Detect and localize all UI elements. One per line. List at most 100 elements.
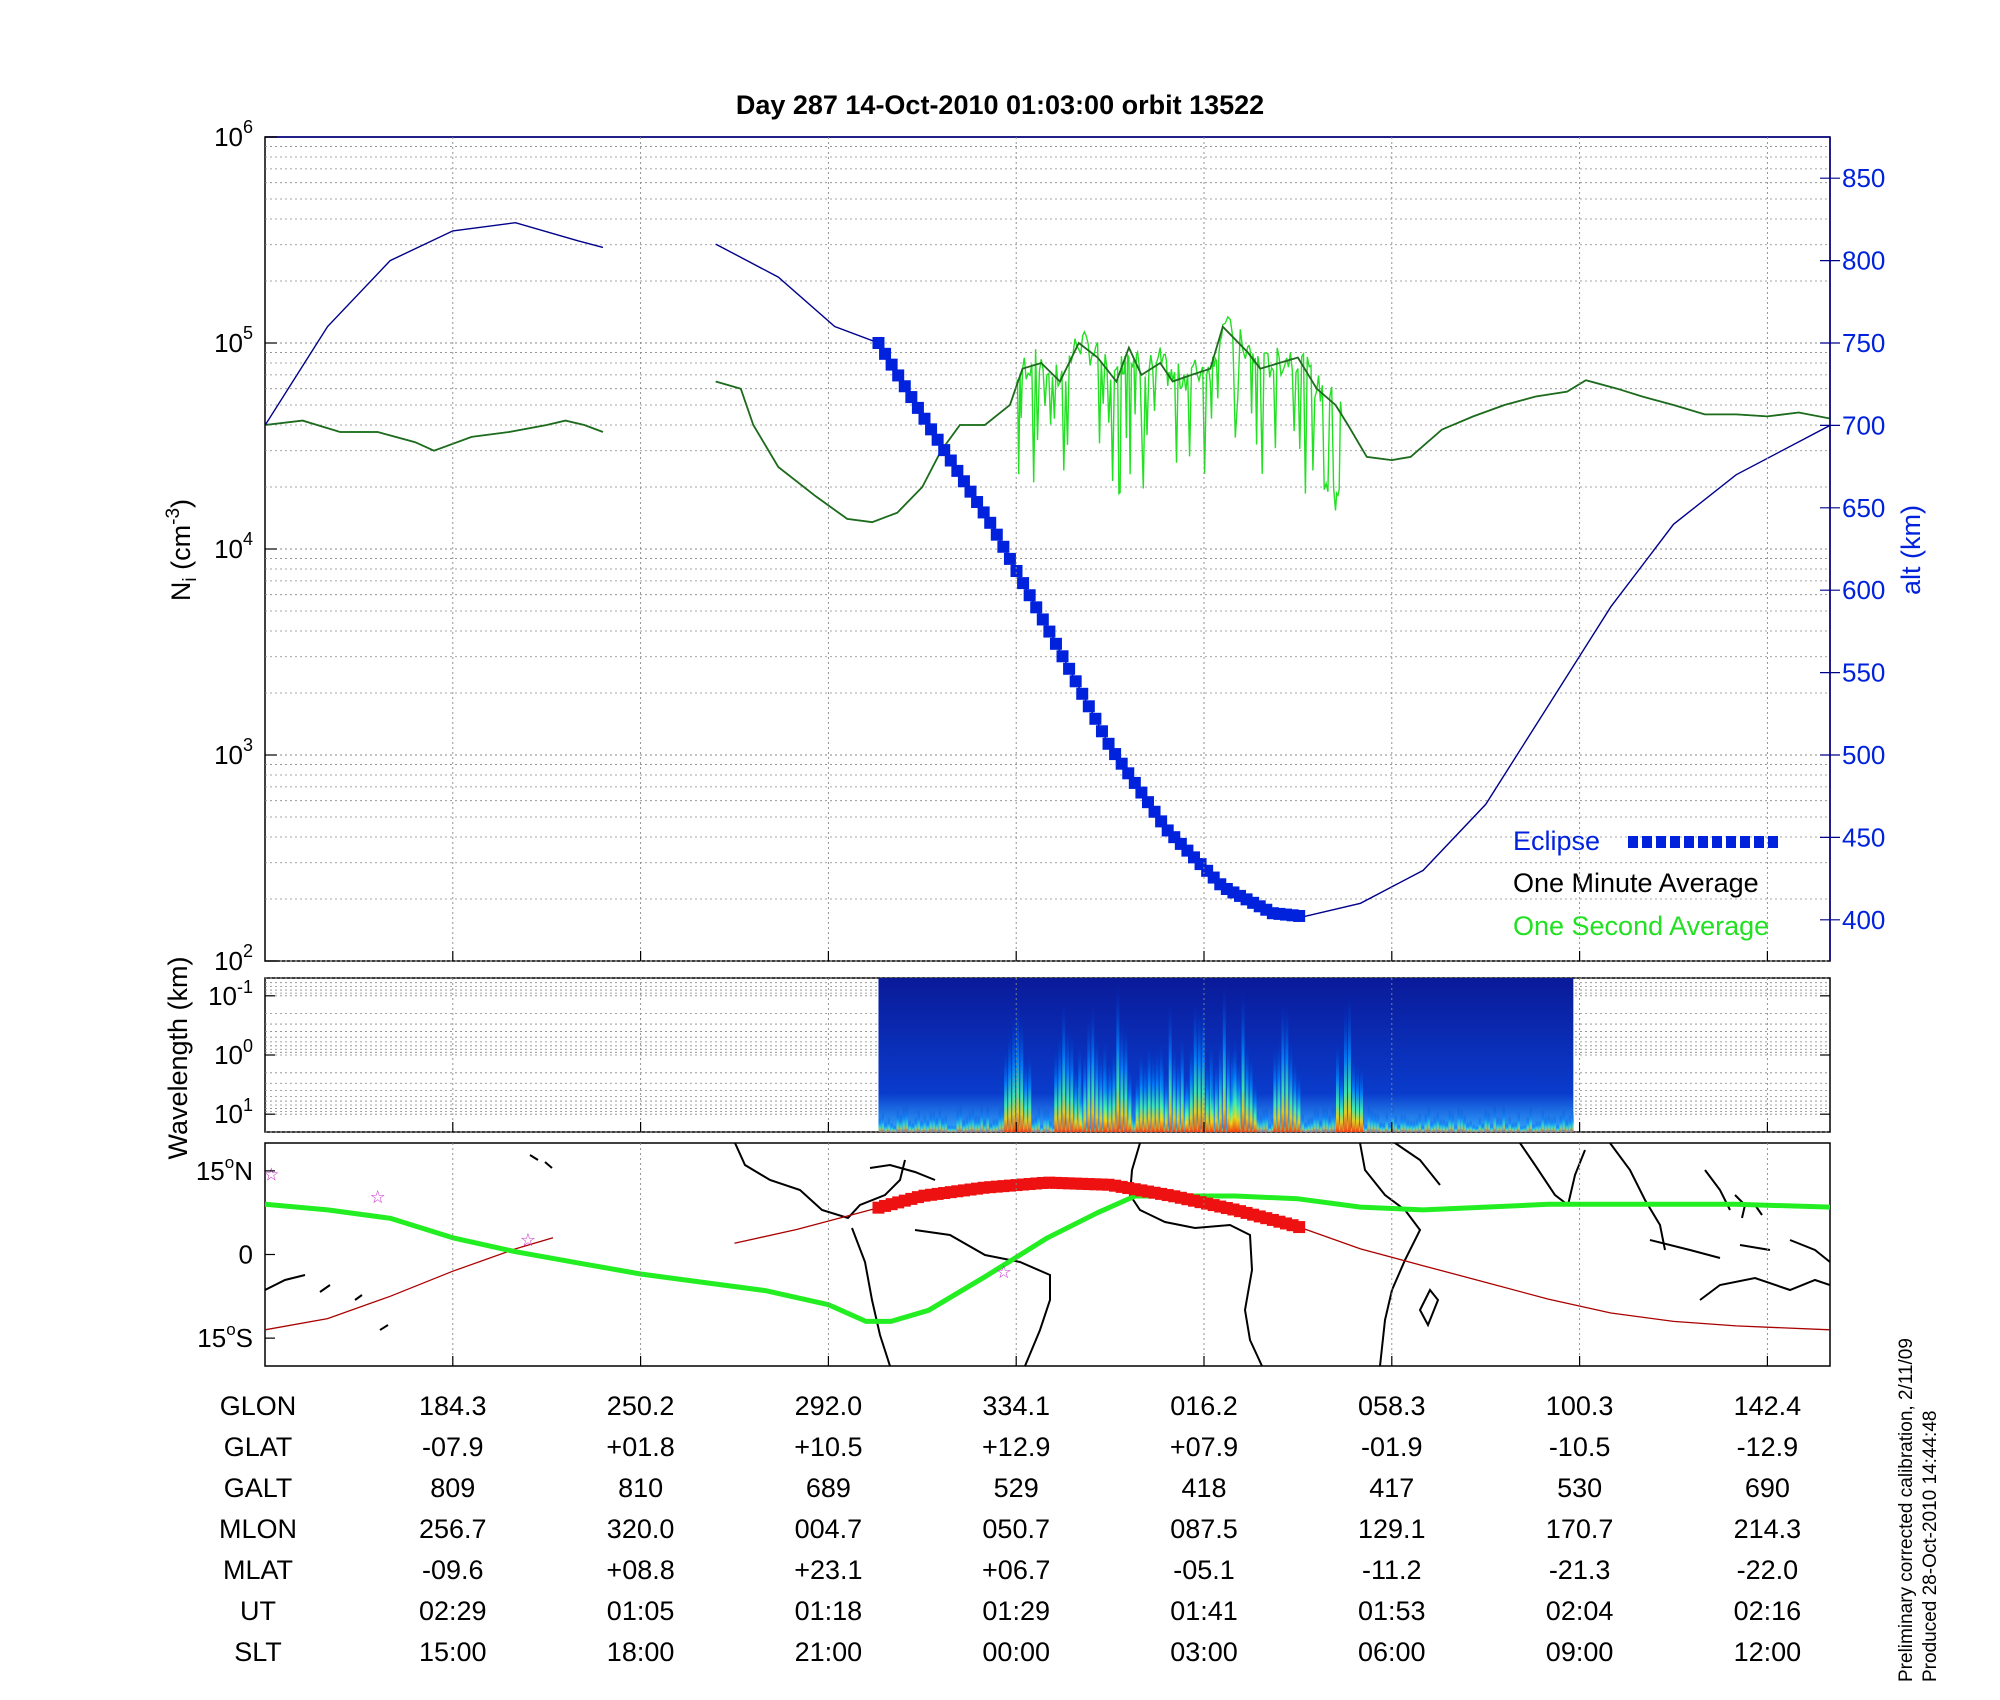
- spectrogram-burst: [1112, 1044, 1116, 1132]
- table-cell: 058.3: [1358, 1391, 1426, 1421]
- eclipse-marker: [1122, 767, 1135, 780]
- spectrogram-column: [1310, 1116, 1313, 1132]
- x-gridlines: [452, 137, 1769, 1366]
- spectrogram-burst: [1249, 1050, 1253, 1132]
- map-tracks: ☆ ☆ ☆ ☆: [265, 1165, 1830, 1331]
- eclipse-marker: [984, 516, 997, 529]
- spectrogram-column: [1118, 1124, 1121, 1132]
- spectrogram-column: [1076, 1106, 1079, 1132]
- spectrogram-column: [956, 1108, 959, 1132]
- top-panel-grid: [265, 146, 1830, 962]
- spectrogram-column: [1421, 1125, 1424, 1132]
- spectrogram-column: [1418, 1112, 1421, 1132]
- log-y-tick-label: 103: [214, 735, 253, 770]
- spectrogram-burst: [1099, 1046, 1103, 1132]
- eclipse-marker: [1030, 601, 1043, 614]
- tick-exponent: 5: [243, 323, 253, 343]
- eclipse-marker: [1095, 725, 1108, 738]
- spectrogram-burst: [1108, 1054, 1112, 1132]
- spectrogram-column: [1259, 1113, 1262, 1132]
- spectrogram-column: [1217, 1106, 1220, 1132]
- spectrogram-column: [977, 1114, 980, 1132]
- spectrogram-burst: [1028, 1048, 1032, 1132]
- spectrogram-column: [1544, 1116, 1547, 1132]
- spectrogram-column: [887, 1117, 890, 1132]
- table-cell: 050.7: [982, 1514, 1050, 1544]
- spectrogram-column: [1379, 1121, 1382, 1132]
- spectrogram-column: [1571, 1110, 1574, 1132]
- legend-eclipse-label: Eclipse: [1513, 826, 1600, 856]
- spectrogram-column: [1433, 1115, 1436, 1132]
- spectrogram-column: [1385, 1111, 1388, 1132]
- altitude-tick-label: 500: [1842, 740, 1885, 770]
- legend-one-minute-label: One Minute Average: [1513, 868, 1759, 898]
- star-marker: ☆: [370, 1187, 386, 1208]
- track-eclipse-marker: [1017, 1178, 1030, 1191]
- eclipse-marker: [905, 391, 918, 404]
- altitude-tick-label: 800: [1842, 246, 1885, 276]
- spectrogram-burst: [1335, 1036, 1339, 1132]
- spectrogram-column: [1490, 1123, 1493, 1132]
- tick-base: 10: [214, 1099, 243, 1129]
- coastlines: [265, 1143, 1830, 1366]
- table-cell: 02:16: [1734, 1596, 1802, 1626]
- spectrogram-column: [1472, 1124, 1475, 1132]
- eclipse-marker: [925, 423, 938, 436]
- altitude-tick-labels: 400 450 500 550 600 650 700 750 800 850: [1820, 163, 1885, 935]
- spectrogram-column: [1550, 1116, 1553, 1132]
- eclipse-marker: [1003, 552, 1016, 565]
- spectrogram-column: [1523, 1124, 1526, 1132]
- lat-hemisphere: N: [234, 1156, 253, 1186]
- spectrogram-column: [1133, 1112, 1136, 1132]
- table-cell: 01:53: [1358, 1596, 1426, 1626]
- latitude-tick-label: 0: [239, 1240, 253, 1270]
- eclipse-marker: [971, 496, 984, 509]
- coast-cuba: [869, 1163, 936, 1181]
- spectrogram-column: [1304, 1121, 1307, 1132]
- eclipse-marker: [1293, 909, 1306, 922]
- spectrogram-column: [1535, 1120, 1538, 1132]
- spectrogram-column: [1529, 1106, 1532, 1132]
- spectrogram-grid: [265, 977, 1830, 1133]
- tick-exponent: 0: [243, 1036, 253, 1056]
- eclipse-marker: [892, 369, 905, 382]
- spectrogram-column: [1328, 1113, 1331, 1132]
- eclipse-marker: [1115, 757, 1128, 770]
- tick-base: 10: [214, 328, 243, 358]
- spectrogram-column: [1436, 1111, 1439, 1132]
- eclipse-marker: [898, 380, 911, 393]
- eclipse-marker: [911, 401, 924, 414]
- spectrogram-column: [1424, 1112, 1427, 1132]
- spectrogram-column: [938, 1107, 941, 1132]
- eclipse-marker: [990, 528, 1003, 541]
- spectrogram-burst: [1347, 992, 1351, 1132]
- eclipse-marker: [938, 444, 951, 457]
- spectrogram-column: [1031, 1117, 1034, 1132]
- footer-calibration: Preliminary corrected calibration, 2/11/…: [1896, 1338, 1917, 1682]
- spectrogram-column: [1427, 1105, 1430, 1132]
- eclipse-marker: [1089, 712, 1102, 725]
- spectrogram-column: [1382, 1122, 1385, 1132]
- wavelength-axis-label: Wavelength (km): [163, 956, 193, 1159]
- table-cell: 250.2: [607, 1391, 675, 1421]
- table-cell: +12.9: [982, 1432, 1050, 1462]
- spectrogram-column: [1403, 1113, 1406, 1132]
- legend-eclipse-marker: [1628, 836, 1638, 848]
- table-cell: 18:00: [607, 1637, 675, 1667]
- table-cell: -01.9: [1361, 1432, 1423, 1462]
- spectrogram-column: [1145, 1109, 1148, 1132]
- lat-degree: o: [226, 1320, 235, 1339]
- spectrogram-burst: [1160, 1052, 1164, 1132]
- spectrogram-column: [1415, 1117, 1418, 1132]
- spectrogram-column: [962, 1119, 965, 1132]
- spectrogram-burst: [1095, 1031, 1099, 1132]
- table-cell: 06:00: [1358, 1637, 1426, 1667]
- spectrogram-burst: [1020, 1013, 1024, 1132]
- spectrogram-burst: [1339, 1061, 1343, 1132]
- table-cell: 087.5: [1170, 1514, 1238, 1544]
- spectrogram-column: [1208, 1111, 1211, 1132]
- spectrogram-burst: [1201, 999, 1205, 1132]
- spectrogram-burst: [1070, 1027, 1074, 1132]
- table-cell: 256.7: [419, 1514, 487, 1544]
